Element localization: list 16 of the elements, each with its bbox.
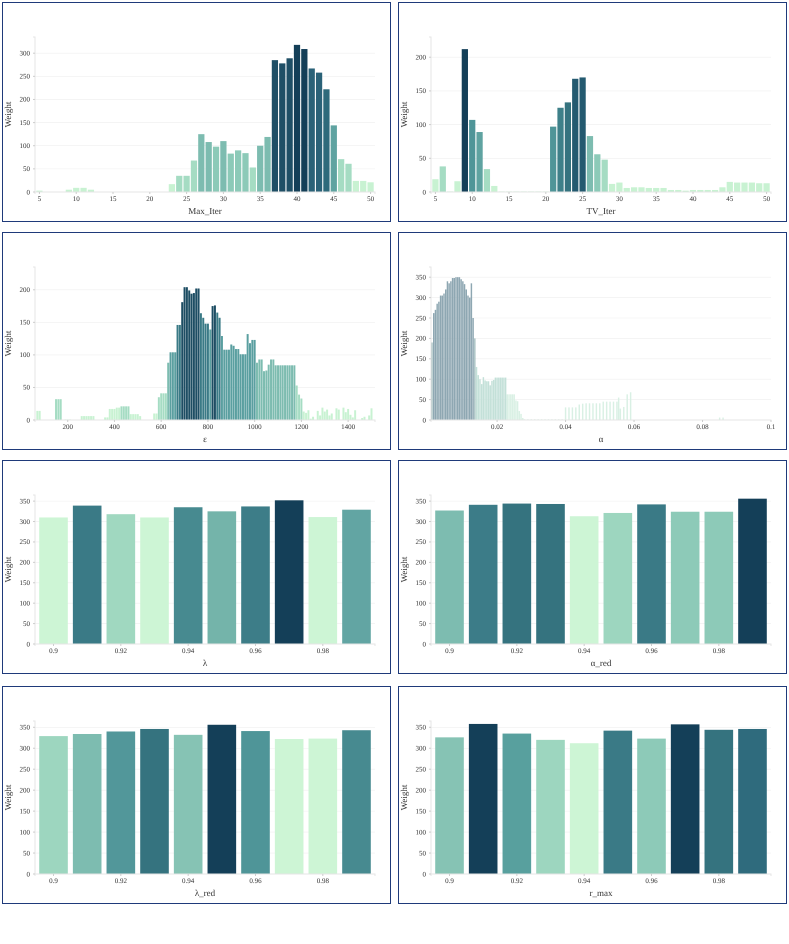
x-axis-title: α [598,434,604,444]
y-axis-title: Weight [399,330,409,356]
x-axis-title: Max_Iter [188,206,222,216]
x-axis-title: TV_Iter [586,206,616,216]
y-axis-title: Weight [3,330,13,356]
y-axis-title: Weight [399,556,409,582]
x-axis-title: α_red [590,658,612,668]
y-axis-title: Weight [3,556,13,582]
y-axis-title: Weight [3,101,13,128]
y-axis-title: Weight [3,784,13,810]
x-axis-title: ε [203,434,208,444]
y-axis-title: Weight [399,101,409,128]
x-axis-title: r_max [590,888,613,898]
x-axis-title: λ_red [194,888,216,898]
y-axis-title: Weight [399,784,409,810]
x-axis-title: λ [202,658,208,668]
